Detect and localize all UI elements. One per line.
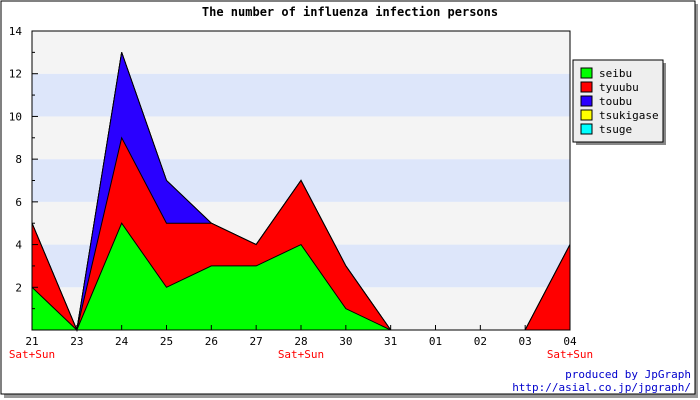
y-tick-label: 4 (15, 239, 22, 252)
legend-label-tyuubu: tyuubu (599, 81, 639, 94)
legend-label-tsukigase: tsukigase (599, 109, 659, 122)
x-tick-label: 02 (474, 335, 487, 348)
x-tick-label: 24 (115, 335, 129, 348)
y-tick-label: 6 (15, 196, 22, 209)
legend-label-tsuge: tsuge (599, 123, 632, 136)
y-tick-label: 8 (15, 153, 22, 166)
x-tick-label: 04 (563, 335, 577, 348)
x-tick-sublabel: Sat+Sun (9, 348, 55, 361)
grid-band (32, 31, 570, 74)
area-seibu (32, 223, 570, 330)
legend-swatch-tyuubu (580, 81, 593, 93)
x-tick-label: 28 (294, 335, 307, 348)
footer-url: http://asial.co.jp/jpgraph/ (512, 381, 691, 394)
chart-title: The number of influenza infection person… (202, 5, 498, 19)
y-tick-label: 12 (9, 68, 22, 81)
x-tick-label: 21 (25, 335, 38, 348)
x-tick-label: 01 (429, 335, 442, 348)
area-tyuubu (32, 137, 570, 330)
x-tick-label: 27 (250, 335, 263, 348)
x-tick-label: 31 (384, 335, 397, 348)
y-tick-label: 10 (9, 110, 22, 123)
x-tick-sublabel: Sat+Sun (278, 348, 324, 361)
x-tick-label: 26 (205, 335, 218, 348)
axes (31, 30, 571, 331)
legend-swatch-toubu (580, 95, 593, 107)
y-tick-labels: 2 4 6 8 10 12 14 (9, 25, 23, 294)
y-tick-label: 2 (15, 281, 22, 294)
legend-swatch-tsuge (580, 123, 593, 135)
legend-swatch-seibu (580, 67, 593, 79)
x-tick-label: 03 (519, 335, 532, 348)
x-tick-label: 23 (70, 335, 83, 348)
legend-label-toubu: toubu (599, 95, 632, 108)
x-tick-label: 25 (160, 335, 173, 348)
x-tick-sublabel: Sat+Sun (547, 348, 593, 361)
legend-label-seibu: seibu (599, 67, 632, 80)
x-tick-label: 30 (339, 335, 352, 348)
footer-credit: produced by JpGraph (565, 368, 691, 381)
legend-swatch-tsukigase (580, 109, 593, 121)
y-tick-label: 14 (9, 25, 23, 38)
